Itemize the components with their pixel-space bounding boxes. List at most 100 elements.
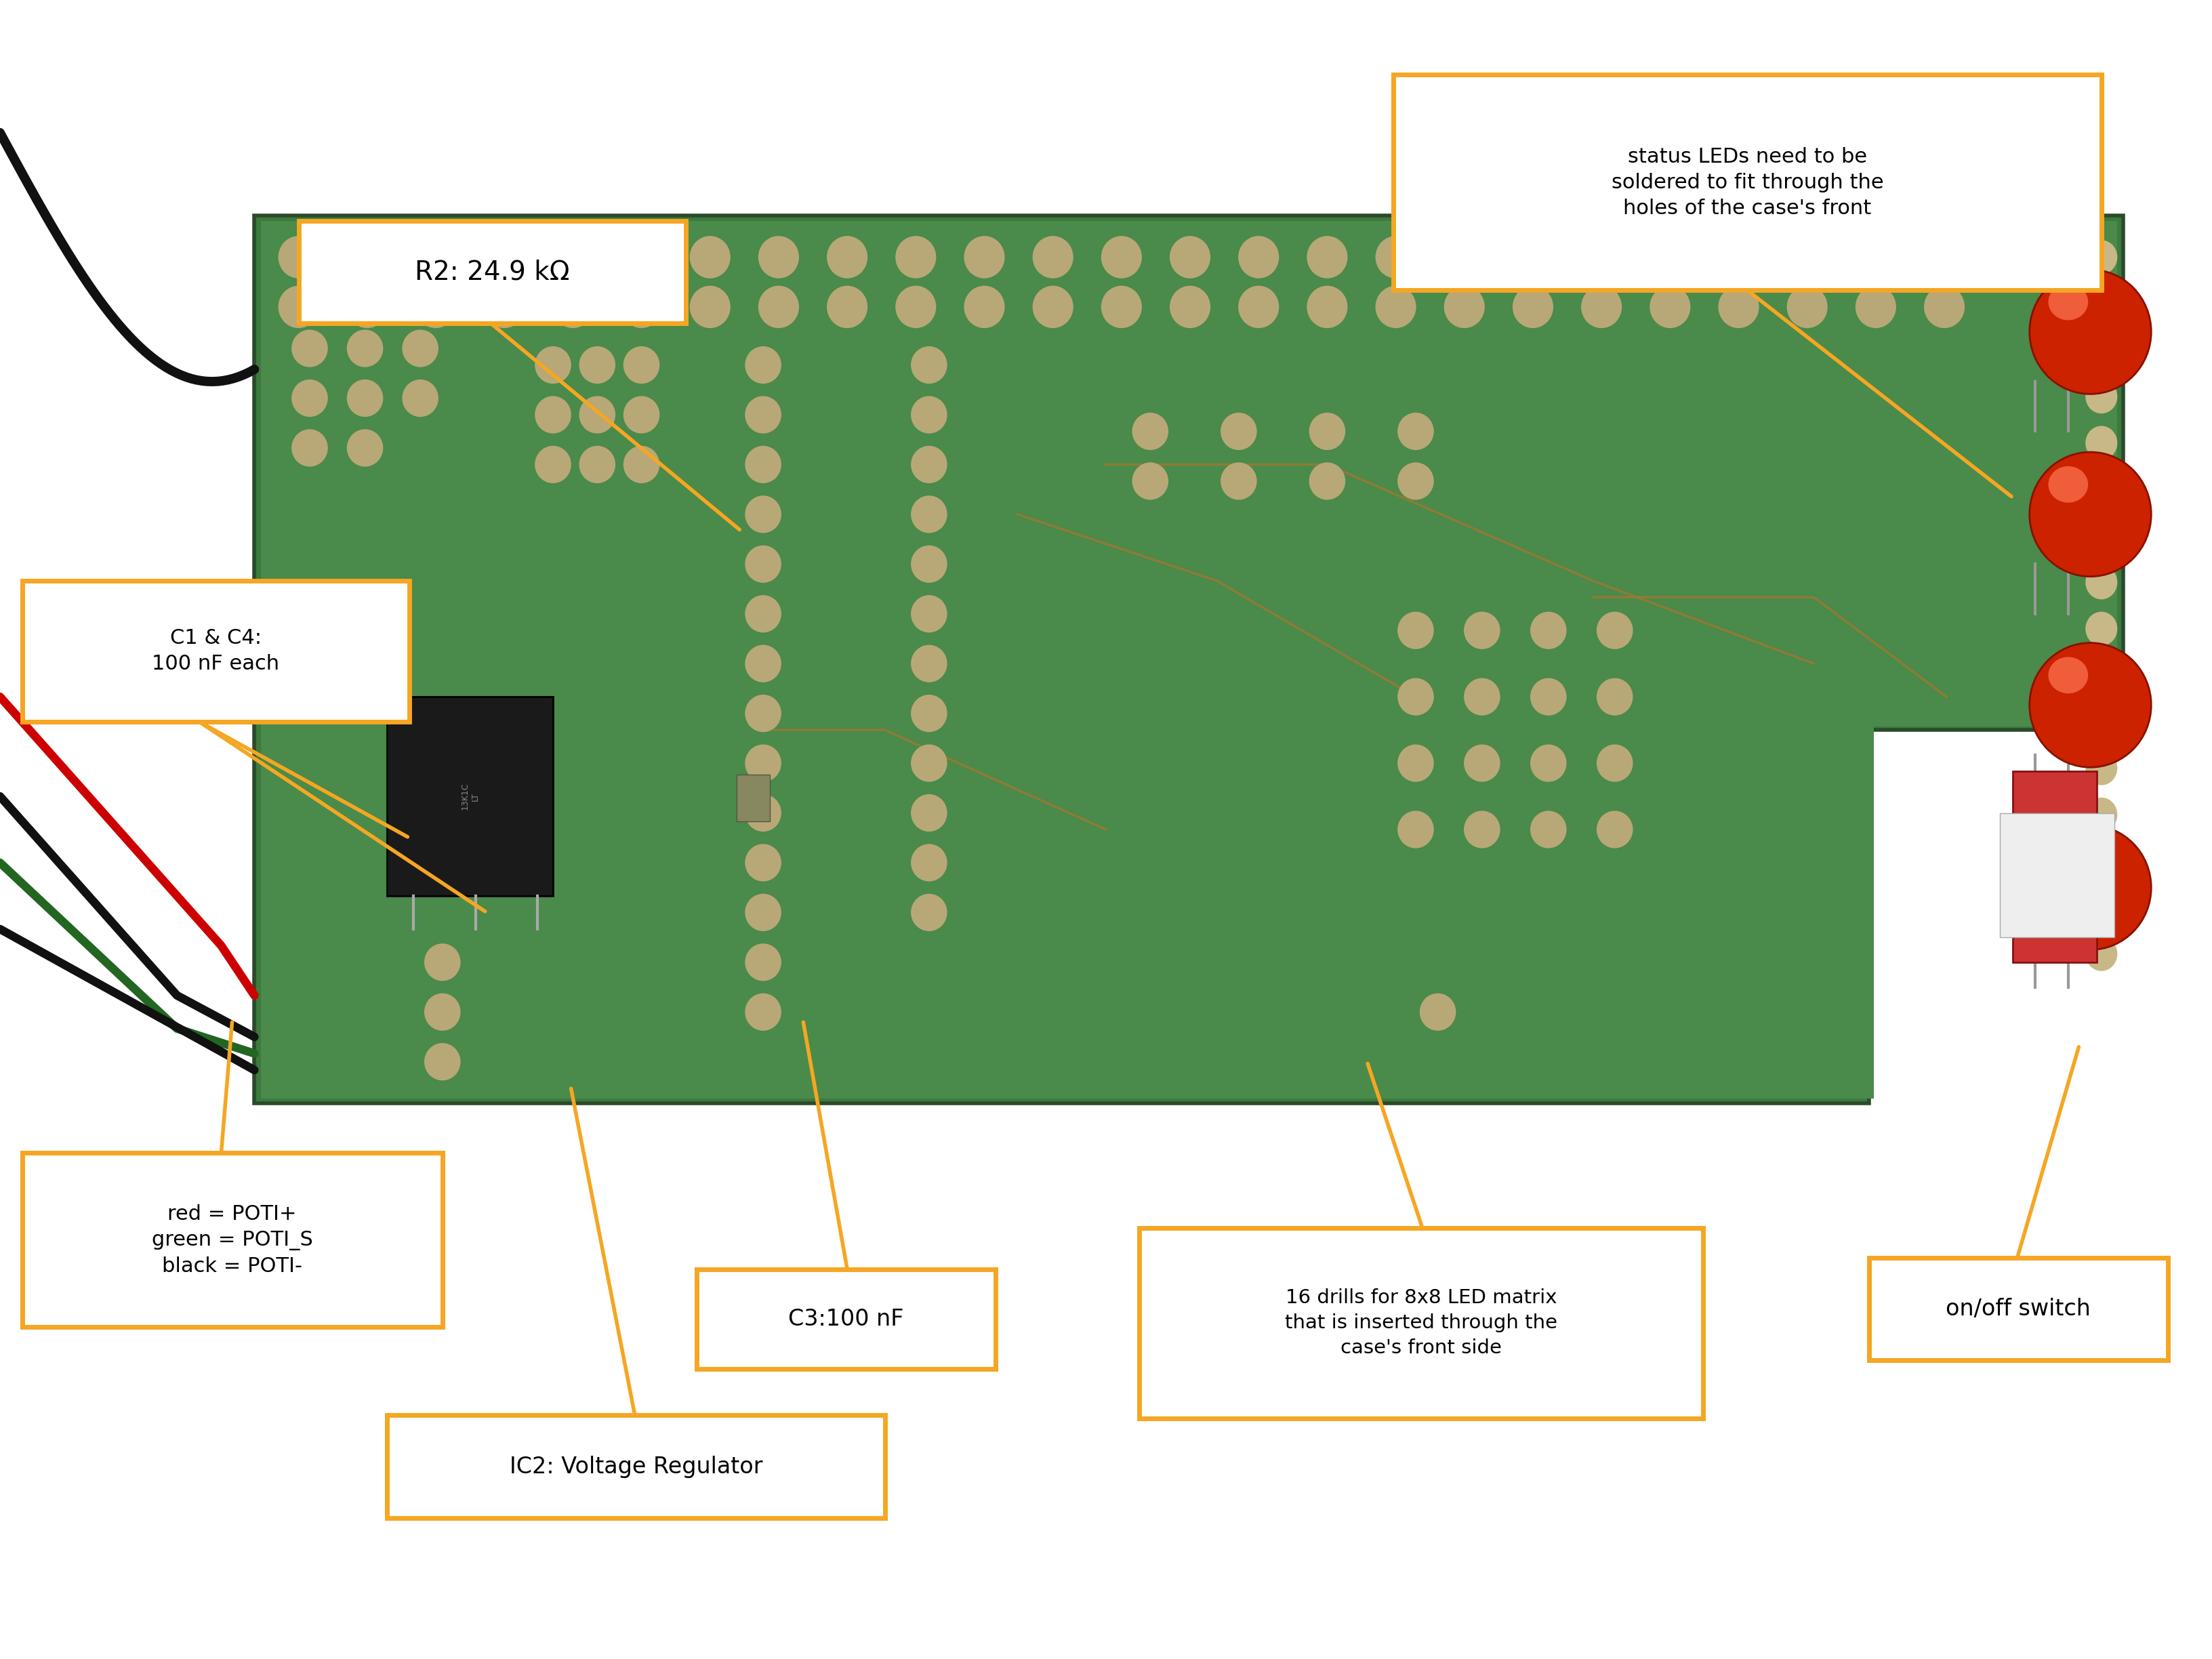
Ellipse shape	[2035, 239, 2068, 275]
Ellipse shape	[1133, 463, 1168, 499]
Ellipse shape	[484, 287, 524, 328]
Ellipse shape	[553, 237, 593, 279]
FancyBboxPatch shape	[22, 581, 409, 722]
FancyBboxPatch shape	[299, 221, 686, 324]
Ellipse shape	[279, 237, 319, 279]
Ellipse shape	[624, 397, 659, 433]
Ellipse shape	[425, 944, 460, 980]
Ellipse shape	[1420, 994, 1455, 1030]
Ellipse shape	[745, 645, 781, 682]
Ellipse shape	[2086, 659, 2117, 692]
Ellipse shape	[911, 795, 947, 831]
Ellipse shape	[2028, 270, 2150, 395]
Ellipse shape	[1597, 811, 1632, 848]
Ellipse shape	[2028, 453, 2150, 577]
Ellipse shape	[1531, 811, 1566, 848]
Ellipse shape	[1597, 745, 1632, 781]
FancyBboxPatch shape	[1394, 75, 2101, 290]
Polygon shape	[254, 216, 2124, 1103]
Ellipse shape	[1582, 237, 1621, 279]
Ellipse shape	[2086, 473, 2117, 506]
Ellipse shape	[1986, 239, 2022, 275]
FancyBboxPatch shape	[697, 1269, 995, 1369]
Ellipse shape	[1398, 612, 1433, 649]
Text: C1 & C4:
100 nF each: C1 & C4: 100 nF each	[153, 629, 279, 674]
Ellipse shape	[759, 237, 799, 279]
Ellipse shape	[2048, 839, 2088, 876]
Ellipse shape	[2086, 426, 2117, 460]
Ellipse shape	[1787, 287, 1827, 328]
Ellipse shape	[553, 287, 593, 328]
Ellipse shape	[911, 844, 947, 881]
Ellipse shape	[2086, 333, 2117, 367]
Ellipse shape	[2048, 284, 2088, 320]
Ellipse shape	[1840, 239, 1874, 275]
Ellipse shape	[827, 237, 867, 279]
Ellipse shape	[2048, 657, 2088, 693]
FancyBboxPatch shape	[737, 775, 770, 821]
Ellipse shape	[911, 645, 947, 682]
Ellipse shape	[745, 596, 781, 632]
Ellipse shape	[1464, 811, 1500, 848]
Ellipse shape	[1398, 745, 1433, 781]
FancyBboxPatch shape	[387, 697, 553, 896]
Ellipse shape	[2086, 798, 2117, 831]
Ellipse shape	[416, 237, 456, 279]
Ellipse shape	[1582, 287, 1621, 328]
Ellipse shape	[484, 237, 524, 279]
FancyBboxPatch shape	[1869, 1258, 2168, 1360]
Ellipse shape	[1310, 463, 1345, 499]
Ellipse shape	[1464, 612, 1500, 649]
Ellipse shape	[1597, 612, 1632, 649]
Ellipse shape	[347, 287, 387, 328]
Ellipse shape	[745, 496, 781, 533]
Ellipse shape	[1239, 287, 1279, 328]
Ellipse shape	[1513, 287, 1553, 328]
Ellipse shape	[1787, 237, 1827, 279]
Ellipse shape	[745, 844, 781, 881]
Ellipse shape	[1464, 745, 1500, 781]
Ellipse shape	[745, 347, 781, 383]
Ellipse shape	[1597, 239, 1630, 275]
Text: red = POTI+
green = POTI_S
black = POTI-: red = POTI+ green = POTI_S black = POTI-	[153, 1204, 312, 1276]
Ellipse shape	[1239, 237, 1279, 279]
Ellipse shape	[1889, 239, 1922, 275]
Ellipse shape	[1376, 287, 1416, 328]
Ellipse shape	[425, 1044, 460, 1080]
Ellipse shape	[1444, 287, 1484, 328]
FancyBboxPatch shape	[2000, 813, 2115, 937]
Ellipse shape	[624, 446, 659, 483]
Text: R2: 24.9 kΩ: R2: 24.9 kΩ	[414, 259, 571, 285]
Ellipse shape	[2086, 566, 2117, 599]
Ellipse shape	[416, 287, 456, 328]
Ellipse shape	[347, 380, 383, 416]
FancyBboxPatch shape	[1139, 1228, 1703, 1418]
Ellipse shape	[1719, 237, 1759, 279]
Ellipse shape	[911, 546, 947, 582]
Ellipse shape	[1924, 237, 1964, 279]
Ellipse shape	[745, 745, 781, 781]
Ellipse shape	[1310, 413, 1345, 450]
Ellipse shape	[403, 330, 438, 367]
Ellipse shape	[1307, 287, 1347, 328]
Ellipse shape	[1938, 239, 1973, 275]
Polygon shape	[261, 221, 2117, 1098]
Ellipse shape	[745, 695, 781, 732]
Ellipse shape	[690, 237, 730, 279]
Ellipse shape	[1221, 463, 1256, 499]
Ellipse shape	[911, 695, 947, 732]
Ellipse shape	[535, 397, 571, 433]
Ellipse shape	[1646, 239, 1681, 275]
Ellipse shape	[1170, 237, 1210, 279]
Ellipse shape	[1745, 239, 1778, 275]
Ellipse shape	[1133, 413, 1168, 450]
Ellipse shape	[690, 287, 730, 328]
Ellipse shape	[2086, 287, 2117, 320]
Ellipse shape	[580, 347, 615, 383]
Ellipse shape	[2086, 519, 2117, 552]
Ellipse shape	[827, 287, 867, 328]
Ellipse shape	[1531, 612, 1566, 649]
Ellipse shape	[1924, 287, 1964, 328]
Ellipse shape	[1597, 679, 1632, 715]
Ellipse shape	[1102, 287, 1141, 328]
